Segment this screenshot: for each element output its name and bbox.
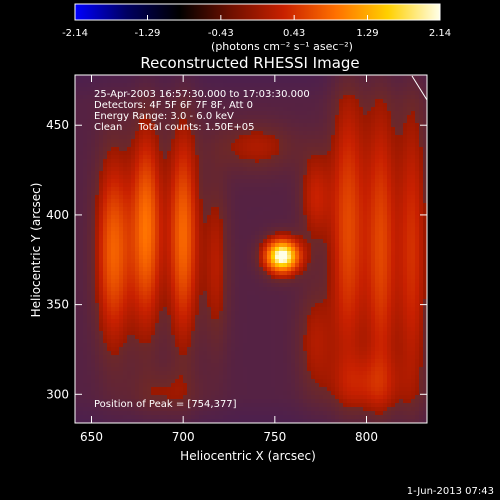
plot-frame [74, 74, 428, 424]
x-tick-label: 800 [355, 430, 378, 444]
colorbar-tick-label: -2.14 [62, 28, 88, 39]
colorbar-tick-label: 2.14 [429, 28, 451, 39]
x-tick-label: 750 [263, 430, 286, 444]
heatmap-image [75, 75, 428, 424]
annotation-clean-counts: Clean Total counts: 1.50E+05 [94, 122, 254, 133]
y-tick-label: 300 [46, 387, 69, 401]
annotation-time-range: 25-Apr-2003 16:57:30.000 to 17:03:30.000 [94, 89, 310, 100]
colorbar-tick-label: 1.29 [356, 28, 378, 39]
annotation-detectors: Detectors: 4F 5F 6F 7F 8F, Att 0 [94, 100, 253, 111]
colorbar-tick-label: 0.43 [283, 28, 305, 39]
y-tick-label: 400 [46, 208, 69, 222]
x-axis-label: Heliocentric X (arcsec) [180, 449, 316, 463]
corner-mark [411, 75, 428, 101]
timestamp: 1-Jun-2013 07:43 [407, 486, 494, 497]
x-tick-label: 700 [172, 430, 195, 444]
axis-ticks: 650 700 750 800 300 350 400 450 [46, 75, 427, 444]
y-axis-label: Heliocentric Y (arcsec) [29, 183, 43, 318]
y-tick-label: 450 [46, 118, 69, 132]
colorbar-ticks: -2.14 -1.29 -0.43 0.43 1.29 2.14 [62, 15, 451, 39]
colorbar-tick-label: -1.29 [135, 28, 161, 39]
chart-title: Reconstructed RHESSI Image [140, 54, 359, 72]
annotation-peak-position: Position of Peak = [754,377] [94, 399, 237, 410]
x-tick-label: 650 [80, 430, 103, 444]
colorbar [74, 3, 441, 21]
annotation-energy-range: Energy Range: 3.0 - 6.0 keV [94, 111, 234, 122]
colorbar-tick-label: -0.43 [208, 28, 234, 39]
colorbar-label: (photons cm⁻² s⁻¹ asec⁻²) [211, 40, 353, 53]
y-tick-label: 350 [46, 298, 69, 312]
